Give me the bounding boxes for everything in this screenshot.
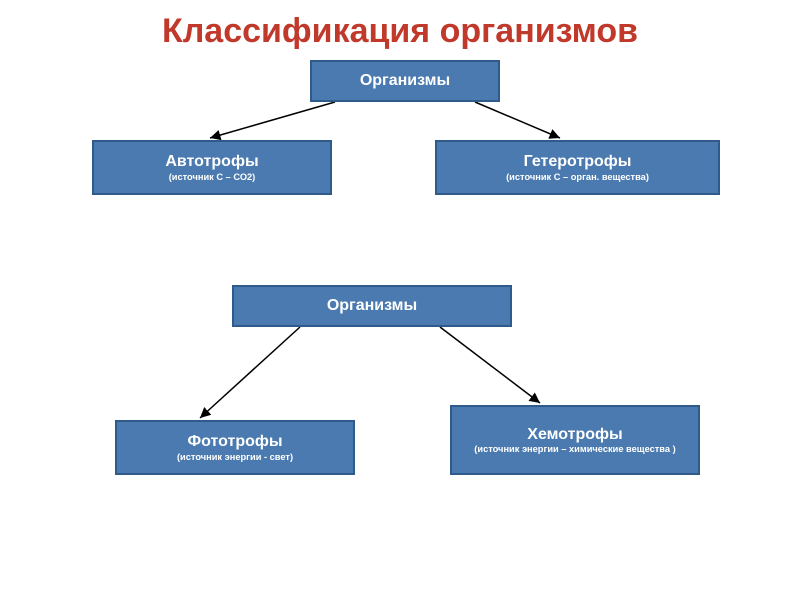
node-org1: Организмы: [310, 60, 500, 102]
node-sublabel: (источник энергии – химические вещества …: [474, 444, 675, 455]
arrow-org2-to-chemo: [440, 327, 540, 403]
arrow-org1-to-auto: [210, 102, 335, 138]
arrow-org1-to-hetero: [475, 102, 560, 138]
node-sublabel: (источник энергии - свет): [177, 452, 293, 463]
node-sublabel: (источник С – орган. вещества): [506, 172, 649, 183]
arrow-org2-to-photo: [200, 327, 300, 418]
node-label: Автотрофы: [165, 153, 258, 170]
node-photo: Фототрофы (источник энергии - свет): [115, 420, 355, 475]
node-hetero: Гетеротрофы (источник С – орган. вещества…: [435, 140, 720, 195]
node-label: Фототрофы: [187, 433, 282, 450]
diagram-title: Классификация организмов: [0, 12, 800, 51]
node-chemo: Хемотрофы(источник энергии – химические …: [450, 405, 700, 475]
node-label: Организмы: [327, 296, 417, 315]
node-sublabel: (источник С – СО2): [165, 172, 258, 183]
node-auto: Автотрофы (источник С – СО2): [92, 140, 332, 195]
node-label: Хемотрофы: [527, 426, 622, 443]
node-label: Организмы: [360, 71, 450, 90]
node-org2: Организмы: [232, 285, 512, 327]
diagram-canvas: Классификация организмов Организмы Автотр…: [0, 0, 800, 600]
node-label: Гетеротрофы: [524, 153, 632, 170]
